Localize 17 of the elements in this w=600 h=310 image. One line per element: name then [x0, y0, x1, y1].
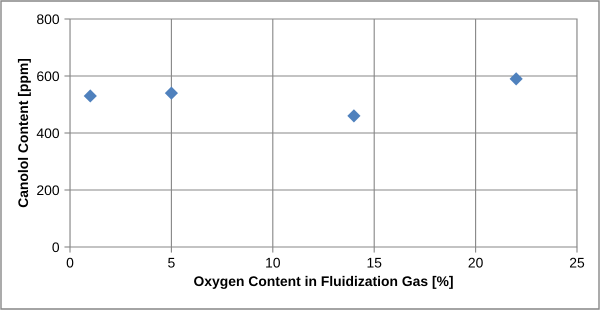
x-axis-title: Oxygen Content in Fluidization Gas [%] — [194, 276, 453, 289]
y-tick-label: 200 — [37, 185, 60, 196]
x-tick-label: 10 — [266, 258, 280, 268]
point — [84, 89, 97, 103]
y-axis-title: Canolol Content [ppm] — [18, 58, 31, 208]
y-tick-label: 400 — [36, 128, 60, 138]
point — [164, 86, 178, 100]
point — [510, 72, 523, 86]
x-tick-label: 15 — [368, 258, 382, 268]
point — [347, 109, 361, 122]
x-tick-label: 5 — [168, 258, 175, 268]
x-tick-label: 20 — [468, 258, 483, 268]
y-tick-label: 600 — [37, 71, 60, 82]
x-tick-label: 25 — [570, 258, 584, 268]
y-tick-label: 800 — [37, 14, 60, 24]
x-tick-label: 0 — [66, 258, 74, 268]
y-tick-label: 0 — [52, 242, 60, 252]
